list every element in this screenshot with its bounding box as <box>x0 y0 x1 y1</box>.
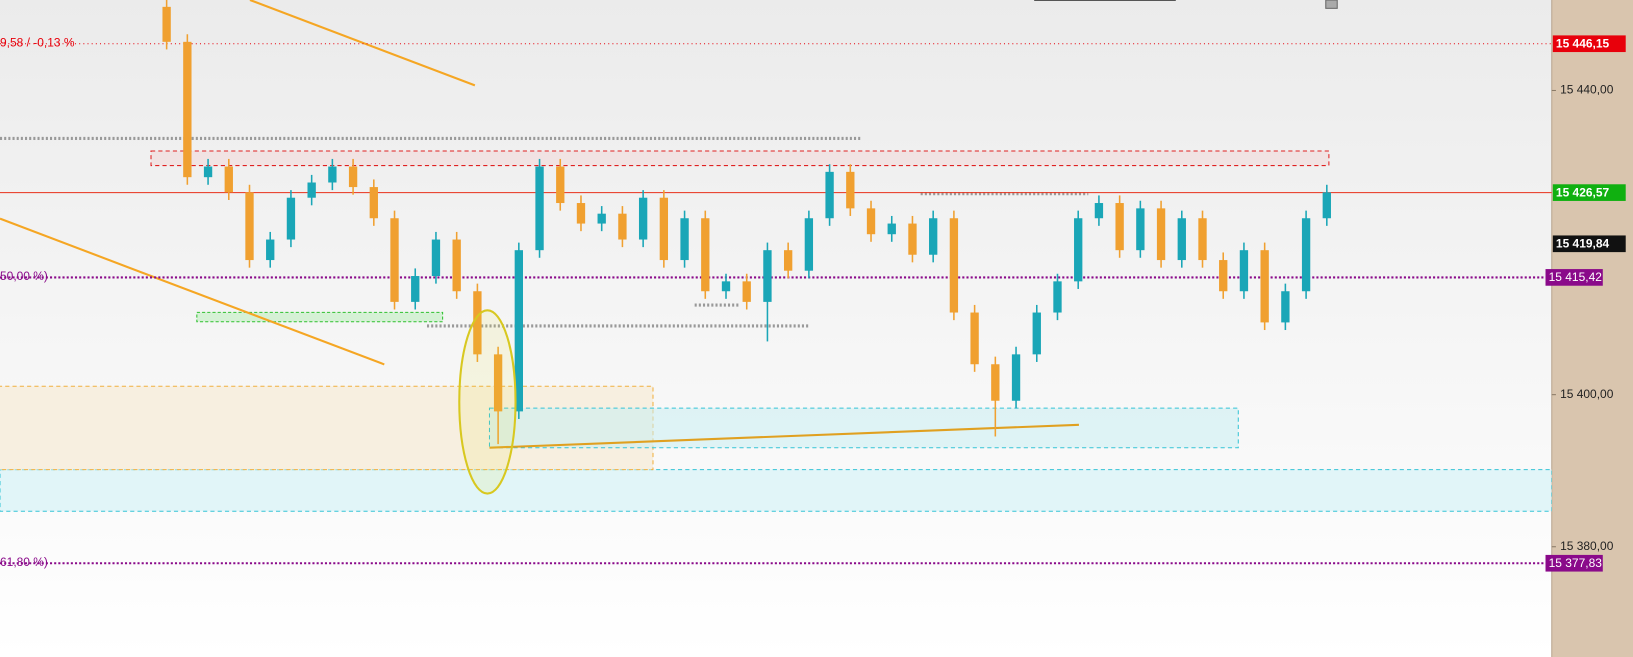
candle-body <box>1053 281 1062 313</box>
candle-body <box>991 364 1000 401</box>
candle-body <box>473 291 482 355</box>
level-note: 9,58 / -0,13 % <box>0 35 75 49</box>
candle-body <box>783 250 793 271</box>
candle-body <box>825 171 834 219</box>
candle-body <box>1301 218 1311 292</box>
candle-body <box>576 203 586 224</box>
candle-body <box>514 250 523 412</box>
candle-body <box>763 250 772 302</box>
price-badge-label: 15 415,42 <box>1549 270 1603 284</box>
candle-body <box>556 166 565 204</box>
candle-body <box>1281 291 1290 323</box>
y-tick-label: 15 440,00 <box>1560 83 1614 97</box>
candle-body <box>680 218 689 261</box>
candle-body <box>846 171 855 209</box>
candle-body <box>1198 218 1207 261</box>
price-badge <box>1545 554 1603 572</box>
price-badge <box>1552 184 1626 201</box>
icon <box>1325 0 1338 9</box>
candle-body <box>183 41 192 178</box>
candle-body <box>659 197 669 261</box>
candle-body <box>431 239 441 277</box>
trend-line <box>489 423 1079 449</box>
price-badge-label: 15 446,15 <box>1556 36 1610 50</box>
candle-body <box>162 6 171 42</box>
candle-body <box>535 166 544 251</box>
candle-body <box>1115 203 1124 251</box>
plot-background <box>0 0 1552 657</box>
trend-line <box>0 217 385 366</box>
candle-body <box>390 218 399 302</box>
candle-body <box>597 213 606 224</box>
zone <box>196 311 444 323</box>
candle-body <box>452 239 461 292</box>
price-badge-label: 15 419,84 <box>1556 236 1610 250</box>
candle-body <box>1136 208 1145 251</box>
candle-body <box>638 197 648 240</box>
level-note: 50,00 %) <box>0 269 48 283</box>
candle-body <box>1074 218 1083 282</box>
highlight-ellipse <box>458 309 517 495</box>
candle-body <box>887 223 896 235</box>
level-note: 61,80 %) <box>0 555 48 569</box>
y-tick-label: 15 400,00 <box>1560 387 1614 401</box>
price-axis-panel <box>1551 0 1633 657</box>
candle-body <box>721 281 731 292</box>
price-axis: 15 440,00 15 400,00 15 380,00 15 446,15 15 4… <box>1545 35 1626 572</box>
price-badge-label: 15 377,83 <box>1549 556 1603 570</box>
candle-body <box>618 213 627 240</box>
zone <box>0 469 1552 512</box>
candle-body <box>307 182 316 198</box>
candle-body <box>1322 192 1331 219</box>
drawings <box>0 0 1552 512</box>
candle-body <box>1011 354 1021 401</box>
candle-body <box>929 218 938 255</box>
candle-body <box>742 281 751 302</box>
price-badge <box>1552 35 1626 53</box>
candle-body <box>866 208 876 235</box>
candle-body <box>1177 218 1186 261</box>
candle-body <box>1094 203 1104 219</box>
candle-body <box>908 223 917 255</box>
candle-body <box>328 166 337 183</box>
candle-body <box>266 239 275 261</box>
candle-body <box>411 276 420 302</box>
y-tick-label: 15 380,00 <box>1560 539 1614 553</box>
level-lines: 9,58 / -0,13 % 50,00 %) 61,80 %) <box>0 35 1552 569</box>
candle-body <box>1156 208 1166 261</box>
candles <box>162 0 1331 445</box>
zone <box>150 150 1330 167</box>
candle-body <box>949 218 959 313</box>
candle-body <box>224 166 233 193</box>
candle-body <box>203 166 213 178</box>
candle-body <box>369 187 378 219</box>
candle-body <box>493 354 503 412</box>
candle-body <box>286 197 296 240</box>
candle-body <box>701 218 710 292</box>
candle-body <box>970 312 979 365</box>
trend-line <box>249 0 476 87</box>
candle-body <box>804 218 814 271</box>
price-badge <box>1545 269 1603 286</box>
price-badge-label: 15 426,57 <box>1556 185 1610 199</box>
candle-body <box>245 192 254 261</box>
candle-body <box>1032 312 1041 355</box>
candle-body <box>1260 250 1269 323</box>
candle-body <box>1239 250 1249 292</box>
candle-body <box>348 166 358 188</box>
zone <box>488 407 1239 449</box>
candle-body <box>1219 260 1228 292</box>
price-badge <box>1552 235 1626 253</box>
